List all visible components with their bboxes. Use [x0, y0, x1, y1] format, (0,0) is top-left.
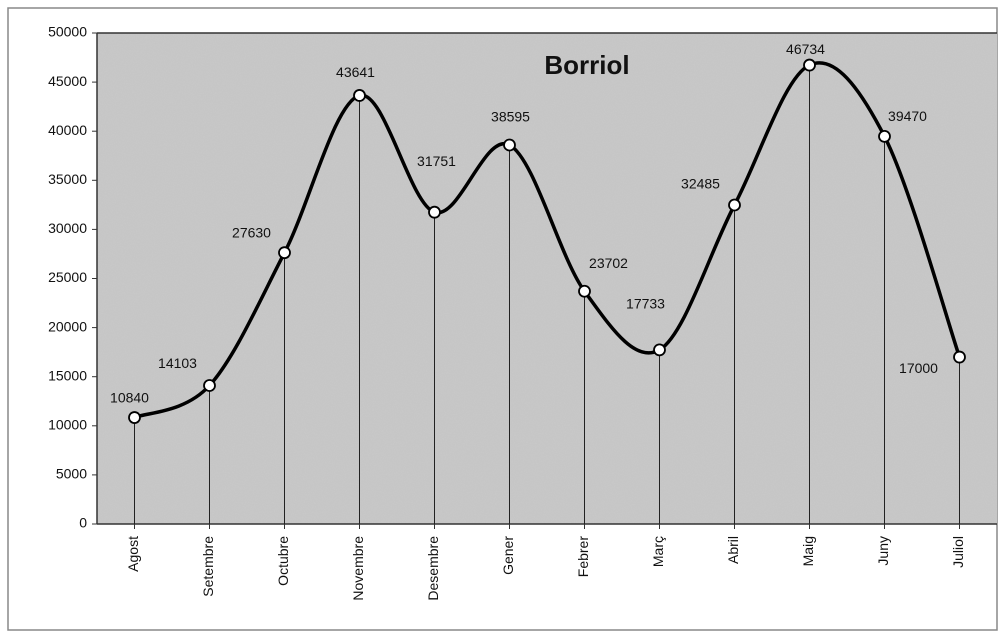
point — [653, 343, 666, 357]
point — [128, 411, 141, 424]
data-label: 39470 — [888, 108, 927, 124]
x-tick-label: Març — [650, 536, 666, 567]
y-tick-label: 35000 — [48, 171, 87, 187]
data-label: 17733 — [626, 296, 665, 312]
y-tick-label: 30000 — [48, 220, 87, 236]
point — [728, 198, 741, 212]
point — [578, 284, 591, 298]
data-label: 23702 — [589, 255, 628, 271]
x-tick-label: Novembre — [350, 536, 366, 601]
x-tick-label: Juny — [875, 536, 891, 566]
point — [503, 138, 516, 152]
point — [278, 246, 291, 260]
x-tick-label: Desembre — [425, 536, 441, 601]
y-tick-label: 40000 — [48, 122, 87, 138]
y-tick-label: 5000 — [56, 466, 87, 482]
y-tick-label: 25000 — [48, 269, 87, 285]
data-label: 27630 — [232, 224, 271, 240]
point — [878, 130, 891, 143]
chart-title: Borriol — [544, 50, 629, 80]
data-label: 17000 — [899, 360, 938, 376]
x-tick-label: Gener — [500, 536, 516, 575]
x-tick-label: Agost — [125, 536, 141, 572]
x-tick-label: Setembre — [200, 536, 216, 597]
data-label: 31751 — [417, 153, 456, 169]
plot-texture — [97, 33, 997, 524]
y-tick-label: 45000 — [48, 73, 87, 89]
data-label: 46734 — [786, 41, 825, 57]
y-tick-label: 10000 — [48, 417, 87, 433]
x-tick-label: Febrer — [575, 536, 591, 578]
point — [353, 89, 366, 102]
x-tick-label: Juliol — [950, 536, 966, 568]
point — [803, 58, 816, 72]
x-tick-label: Octubre — [275, 536, 291, 586]
y-tick-label: 20000 — [48, 318, 87, 334]
x-tick-label: Maig — [800, 536, 816, 566]
y-tick-label: 50000 — [48, 24, 87, 40]
data-label: 38595 — [491, 109, 530, 125]
y-tick-label: 15000 — [48, 367, 87, 383]
point — [953, 350, 966, 364]
data-label: 43641 — [336, 64, 375, 80]
point — [203, 379, 216, 392]
data-label: 14103 — [158, 355, 197, 371]
data-label: 10840 — [110, 389, 149, 405]
point — [428, 205, 441, 219]
y-tick-label: 0 — [79, 515, 87, 531]
data-label: 32485 — [681, 176, 720, 192]
x-tick-label: Abril — [725, 536, 741, 564]
